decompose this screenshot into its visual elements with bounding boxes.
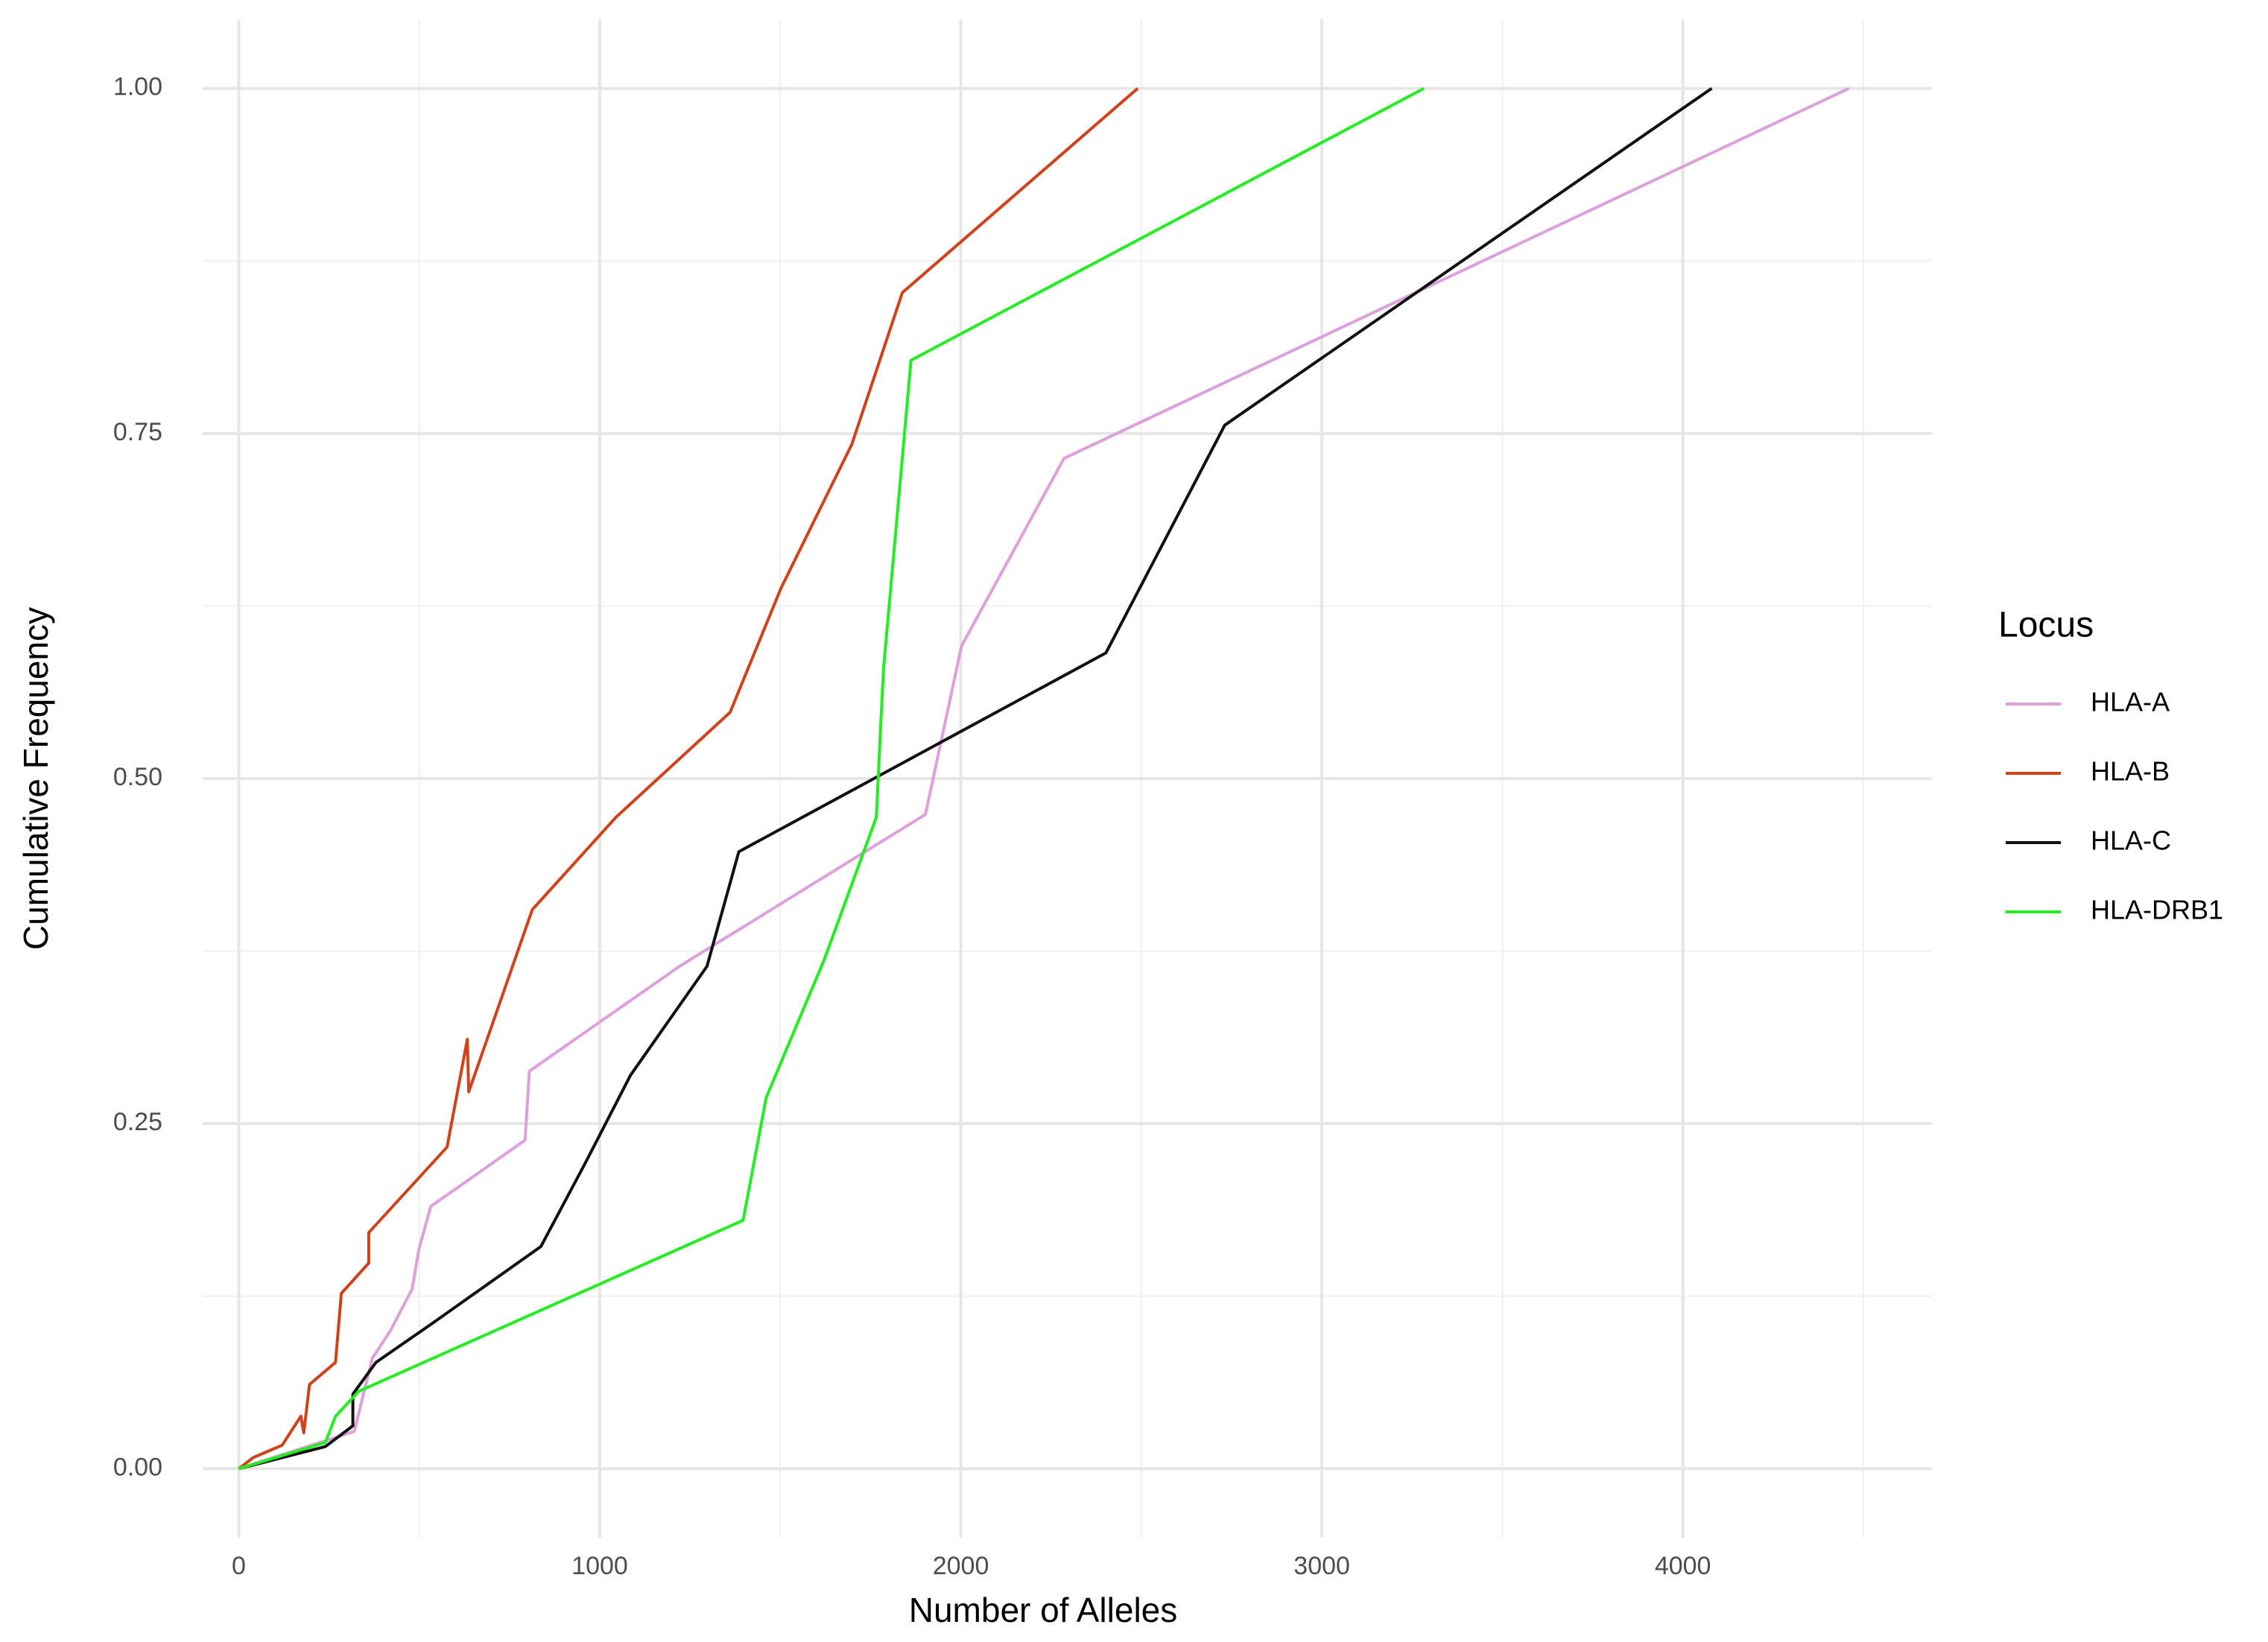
- data-line: [238, 87, 1139, 1470]
- y-tick-label: 1.00: [113, 73, 162, 101]
- legend-label: HLA-DRB1: [2091, 895, 2223, 925]
- legend-label: HLA-B: [2091, 756, 2170, 787]
- x-tick-label: 3000: [1293, 1552, 1350, 1580]
- data-line: [238, 86, 1850, 1471]
- y-axis-title: Cumulative Frequency: [16, 607, 55, 950]
- legend-label: HLA-A: [2091, 687, 2170, 717]
- legend-title: Locus: [1998, 606, 2094, 645]
- x-tick-label: 2000: [933, 1552, 989, 1580]
- x-tick-label: 4000: [1655, 1552, 1711, 1580]
- data-line: [238, 86, 1713, 1471]
- x-axis-title: Number of Alleles: [909, 1591, 1178, 1629]
- legend-label: HLA-C: [2091, 825, 2171, 856]
- x-tick-label: 1000: [571, 1552, 628, 1580]
- y-tick-label: 0.25: [113, 1108, 162, 1136]
- y-tick-label: 0.00: [113, 1453, 162, 1481]
- data-line: [238, 86, 1425, 1471]
- y-tick-label: 0.75: [113, 418, 162, 446]
- y-tick-label: 0.50: [113, 763, 162, 791]
- x-tick-label: 0: [232, 1552, 246, 1580]
